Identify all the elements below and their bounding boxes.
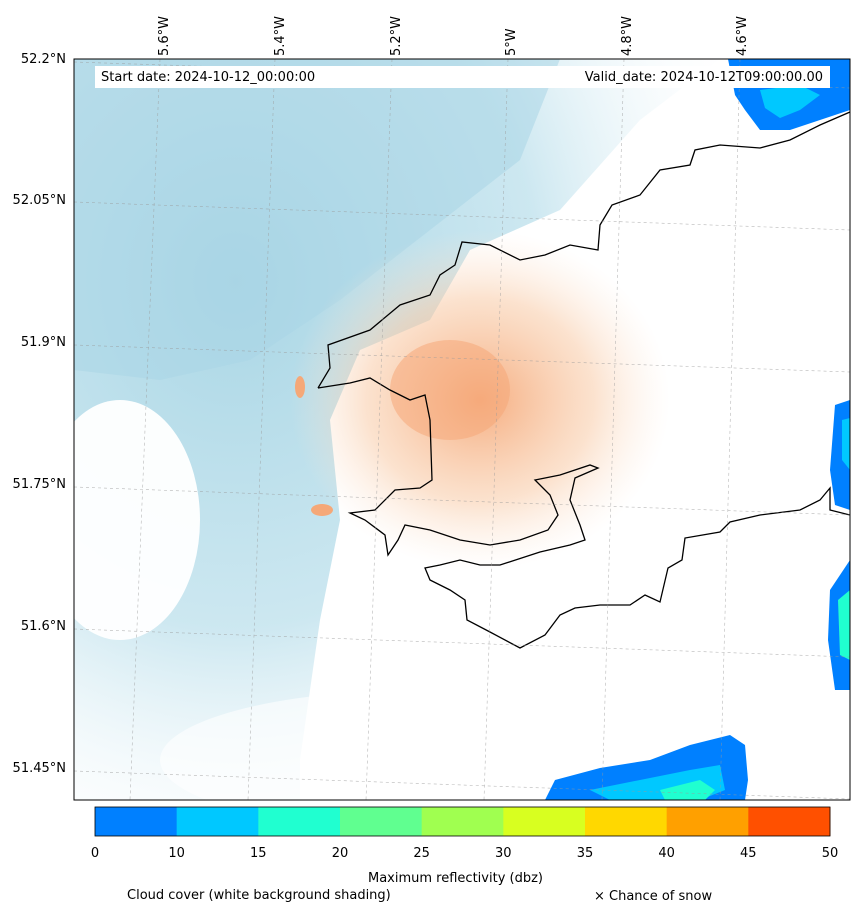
coastline-pembrokeshire — [317, 111, 850, 389]
radar-echo-south-core — [660, 780, 715, 800]
colorbar-segment — [421, 807, 504, 836]
colorbar-tick: 25 — [413, 846, 430, 861]
colorbar-segment — [748, 807, 831, 836]
coastline-stbrides — [317, 377, 850, 649]
lat-label: 52.2°N — [20, 52, 66, 67]
lat-label: 51.6°N — [20, 619, 66, 634]
map-plot-area — [74, 59, 850, 800]
graticule — [74, 59, 850, 800]
colorbar-segment — [340, 807, 423, 836]
lon-label: 5°W — [504, 28, 519, 56]
colorbar-tick: 45 — [740, 846, 757, 861]
colorbar — [95, 807, 831, 836]
colorbar-tick: 35 — [576, 846, 594, 861]
lon-label: 5.4°W — [273, 15, 288, 56]
colorbar-segment — [176, 807, 259, 836]
colorbar-tick: 20 — [331, 846, 349, 861]
cloud-cover-legend: Cloud cover (white background shading) — [127, 888, 391, 903]
colorbar-tick: 50 — [821, 846, 839, 861]
sea-cloud-band — [74, 59, 560, 380]
colorbar-tick: 40 — [658, 846, 675, 861]
colorbar-tick: 15 — [250, 846, 267, 861]
lon-label: 4.6°W — [735, 15, 750, 56]
lon-label: 5.6°W — [157, 15, 172, 56]
colorbar-frame — [94, 806, 831, 837]
colorbar-label: Maximum reflectivity (dbz) — [368, 871, 543, 886]
radar-echo-east-lower-inner — [838, 590, 850, 660]
colorbar-segment — [585, 807, 668, 836]
lon-label: 4.8°W — [620, 15, 635, 56]
lat-label: 51.45°N — [12, 761, 66, 776]
lat-label: 51.75°N — [12, 477, 66, 492]
colorbar-tick: 30 — [495, 846, 512, 861]
colorbar-segment — [666, 807, 749, 836]
snow-legend: × Chance of snow — [594, 889, 713, 904]
colorbar-tick: 0 — [90, 846, 100, 861]
colorbar-segment — [503, 807, 586, 836]
lon-label: 5.2°W — [389, 15, 404, 56]
island-skomer — [295, 376, 305, 398]
island-skokholm — [311, 504, 333, 516]
info-banner — [95, 66, 830, 88]
colorbar-segment — [258, 807, 341, 836]
lat-label: 51.9°N — [20, 335, 66, 350]
colorbar-tick: 10 — [168, 846, 185, 861]
radar-echo-east-inner — [842, 418, 850, 470]
lat-label: 52.05°N — [12, 193, 66, 208]
colorbar-segment — [95, 807, 178, 836]
valid-date-label: Valid_date: 2024-10-12T09:00:00.00 — [584, 70, 823, 85]
clear-sky-patch — [74, 400, 200, 640]
radar-echo-northeast-inner — [760, 85, 820, 118]
start-date-label: Start date: 2024-10-12_00:00:00 — [101, 70, 316, 85]
map-frame — [73, 58, 851, 801]
clear-sky-patch-south — [160, 690, 680, 800]
land-core-shading — [390, 340, 510, 440]
